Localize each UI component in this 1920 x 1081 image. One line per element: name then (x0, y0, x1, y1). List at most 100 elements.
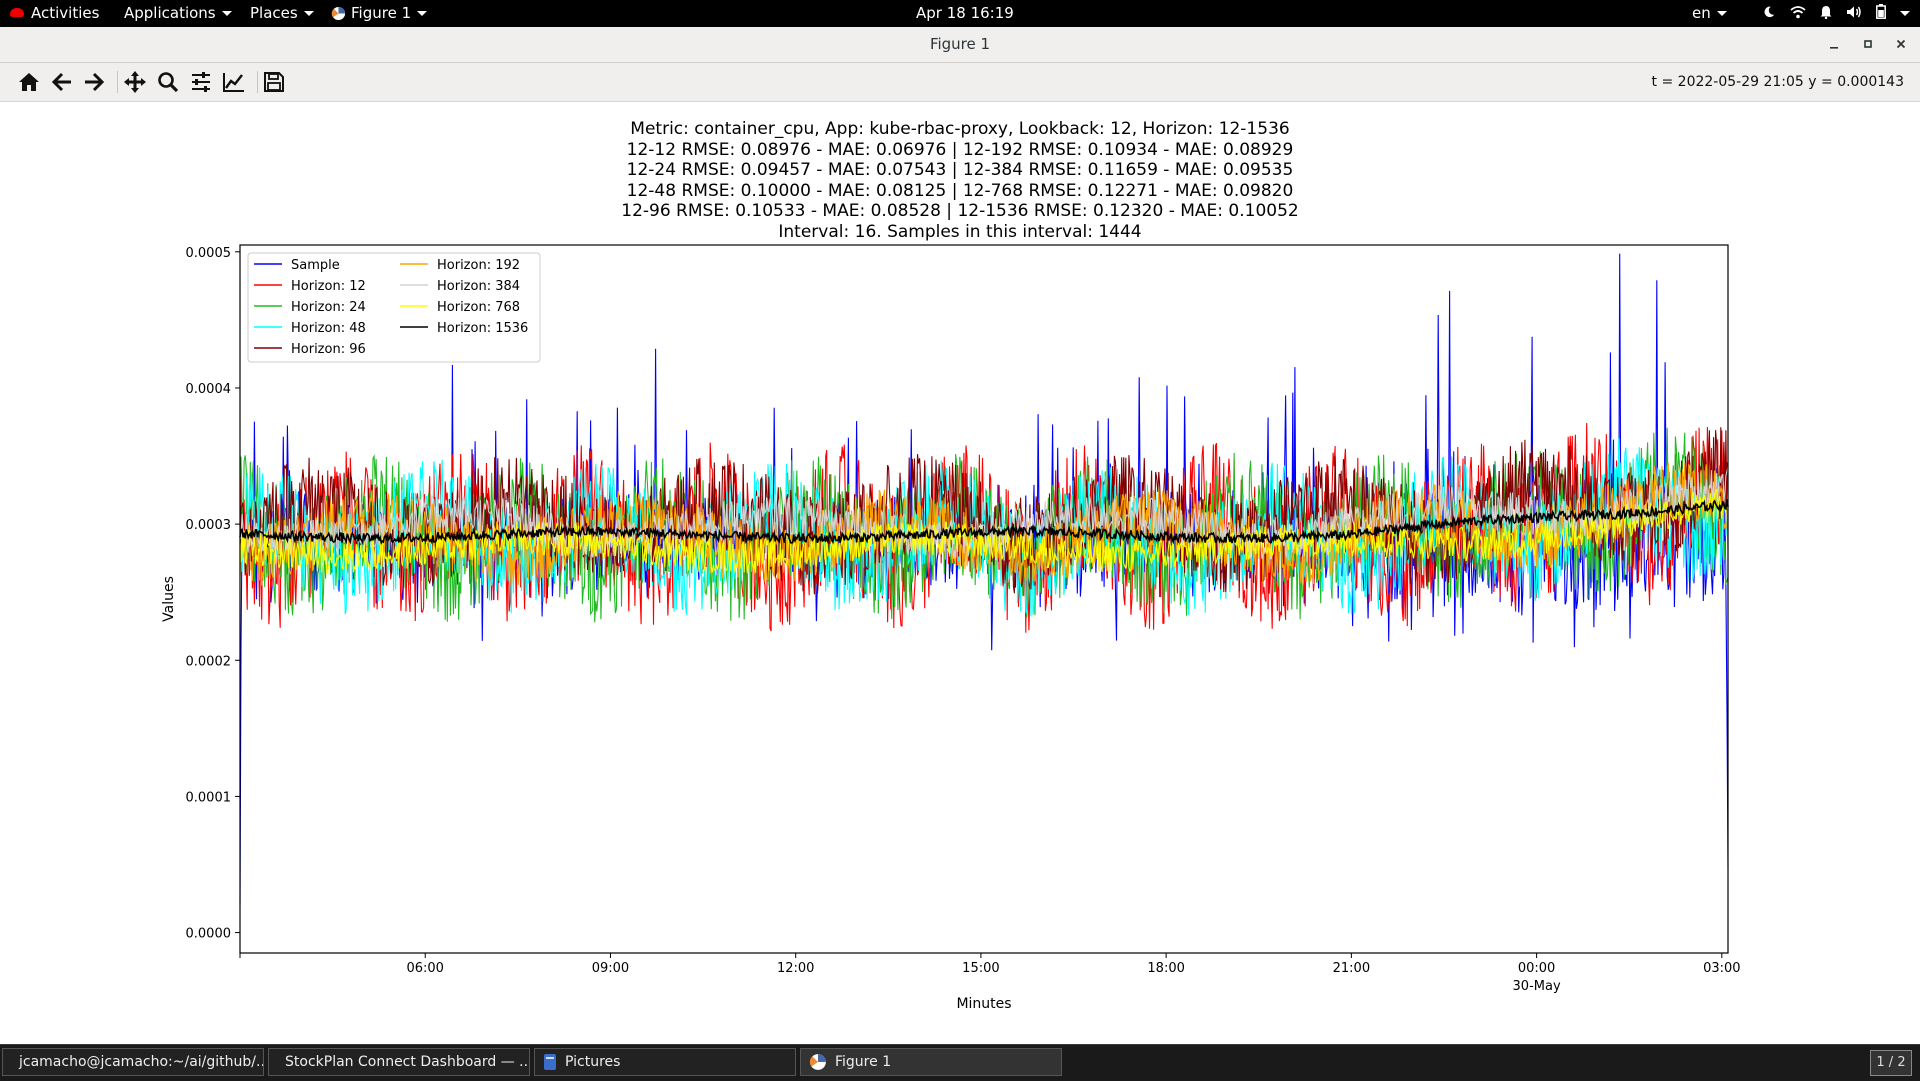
legend-label: Horizon: 1536 (437, 321, 528, 336)
task-firefox[interactable]: StockPlan Connect Dashboard — ... (268, 1048, 530, 1076)
y-tick-label: 0.0002 (186, 654, 232, 669)
activities-button[interactable]: Activities (10, 0, 99, 27)
task-label: Figure 1 (835, 1054, 892, 1070)
configure-subplots-icon (192, 72, 210, 92)
chart-title-line: 12-12 RMSE: 0.08976 - MAE: 0.06976 | 12-… (626, 139, 1294, 160)
window-title: Figure 1 (929, 35, 991, 53)
legend-label: Horizon: 48 (291, 321, 366, 336)
y-tick-label: 0.0000 (186, 927, 232, 942)
task-files[interactable]: Pictures (534, 1048, 796, 1076)
zoom-button[interactable] (153, 67, 183, 97)
task-label: jcamacho@jcamacho:~/ai/github/... (19, 1054, 264, 1070)
chart-title: Metric: container_cpu, App: kube-rbac-pr… (0, 119, 1920, 243)
chevron-down-icon (417, 11, 428, 16)
toolbar-separator (257, 71, 258, 93)
x-tick-label: 00:00 (1518, 961, 1555, 976)
edit-axis-icon (223, 73, 244, 92)
volume-icon (1846, 5, 1862, 23)
workspace-indicator[interactable]: 1 / 2 (1870, 1050, 1912, 1076)
legend-label: Horizon: 768 (437, 300, 520, 315)
home-icon (19, 73, 39, 91)
pan-icon (124, 71, 146, 93)
top-bar: Activities Applications Places Figure 1 … (0, 0, 1920, 27)
task-figure[interactable]: Figure 1 (800, 1048, 1062, 1076)
places-menu[interactable]: Places (250, 0, 314, 27)
task-label: StockPlan Connect Dashboard — ... (285, 1054, 530, 1070)
configure-subplots-button[interactable] (186, 67, 216, 97)
legend-label: Horizon: 96 (291, 342, 366, 357)
files-icon (544, 1054, 556, 1070)
x-tick-label: 03:00 (1703, 961, 1740, 976)
app-menu[interactable]: Figure 1 (331, 0, 428, 27)
close-button[interactable] (1891, 35, 1911, 55)
matplotlib-app-icon (331, 6, 346, 21)
task-terminal[interactable]: jcamacho@jcamacho:~/ai/github/... (2, 1048, 264, 1076)
window-titlebar[interactable]: Figure 1 (0, 27, 1920, 63)
series-line (239, 499, 1729, 546)
x-tick-label: 21:00 (1333, 961, 1370, 976)
matplotlib-app-icon (809, 1054, 826, 1070)
wifi-icon (1790, 5, 1806, 23)
chart-title-line: Metric: container_cpu, App: kube-rbac-pr… (630, 119, 1290, 139)
language-label: en (1692, 4, 1711, 22)
x-tick-label: 09:00 (592, 961, 629, 976)
chevron-down-icon (221, 11, 232, 16)
edit-axis-button[interactable] (219, 67, 249, 97)
forward-icon (85, 72, 105, 92)
x-tick-label: 06:00 (406, 961, 443, 976)
language-menu[interactable]: en (1692, 0, 1727, 27)
series-line (239, 427, 1729, 595)
activities-label: Activities (31, 4, 100, 22)
save-button[interactable] (259, 67, 289, 97)
y-tick-label: 0.0001 (186, 790, 232, 805)
x-tick-label: 18:00 (1147, 961, 1184, 976)
minimize-button[interactable] (1824, 35, 1844, 55)
night-light-icon (1762, 5, 1776, 23)
zoom-icon (158, 72, 179, 93)
line-chart[interactable]: 0.0000 0.0001 0.0002 0.0003 0.0004 0.0005 06:0… (0, 102, 1920, 1044)
y-tick-label: 0.0003 (186, 518, 232, 533)
task-label: Pictures (565, 1054, 621, 1070)
cursor-coordinates: t = 2022-05-29 21:05 y = 0.000143 (1651, 74, 1904, 90)
back-button[interactable] (47, 67, 77, 97)
y-axis-label: Values (161, 576, 177, 622)
series-line (239, 466, 1729, 560)
legend-label: Horizon: 24 (291, 300, 366, 315)
y-tick-label: 0.0005 (186, 246, 232, 261)
chevron-down-icon (303, 11, 314, 16)
legend-label: Sample (291, 258, 340, 273)
chart-title-line: 12-24 RMSE: 0.09457 - MAE: 0.07543 | 12-… (626, 160, 1294, 181)
chart-title-line: Interval: 16. Samples in this interval: … (778, 221, 1142, 242)
legend-label: Horizon: 12 (291, 279, 366, 294)
save-icon (264, 72, 284, 92)
x-tick-label: 12:00 (777, 961, 814, 976)
toolbar-separator (117, 71, 118, 93)
applications-menu[interactable]: Applications (124, 0, 232, 27)
legend-box (247, 252, 541, 363)
chevron-down-icon (1716, 11, 1727, 16)
maximize-button[interactable] (1858, 35, 1878, 55)
redhat-logo-icon (10, 8, 24, 17)
back-icon (51, 72, 71, 92)
x-axis-label: Minutes (956, 996, 1011, 1012)
chevron-down-icon (1900, 11, 1910, 16)
applications-label: Applications (124, 4, 216, 22)
notification-icon (1820, 5, 1832, 23)
legend-label: Horizon: 192 (437, 258, 520, 273)
forward-button[interactable] (79, 67, 109, 97)
clock[interactable]: Apr 18 16:19 (916, 4, 1014, 22)
plot-frame (239, 244, 1729, 954)
system-tray[interactable] (1762, 0, 1910, 27)
figure-canvas[interactable]: Metric: container_cpu, App: kube-rbac-pr… (0, 102, 1920, 1044)
x-tick-label: 15:00 (962, 961, 999, 976)
legend-label: Horizon: 384 (437, 279, 520, 294)
chart-title-line: 12-48 RMSE: 0.10000 - MAE: 0.08125 | 12-… (626, 180, 1294, 201)
home-button[interactable] (14, 67, 44, 97)
battery-icon (1876, 4, 1886, 23)
places-label: Places (250, 4, 298, 22)
chart-title-line: 12-96 RMSE: 0.10533 - MAE: 0.08528 | 12-… (621, 201, 1299, 222)
y-tick-label: 0.0004 (186, 382, 232, 397)
x-tick-sublabel: 30-May (1513, 979, 1561, 994)
app-menu-label: Figure 1 (351, 4, 412, 22)
pan-button[interactable] (120, 67, 150, 97)
